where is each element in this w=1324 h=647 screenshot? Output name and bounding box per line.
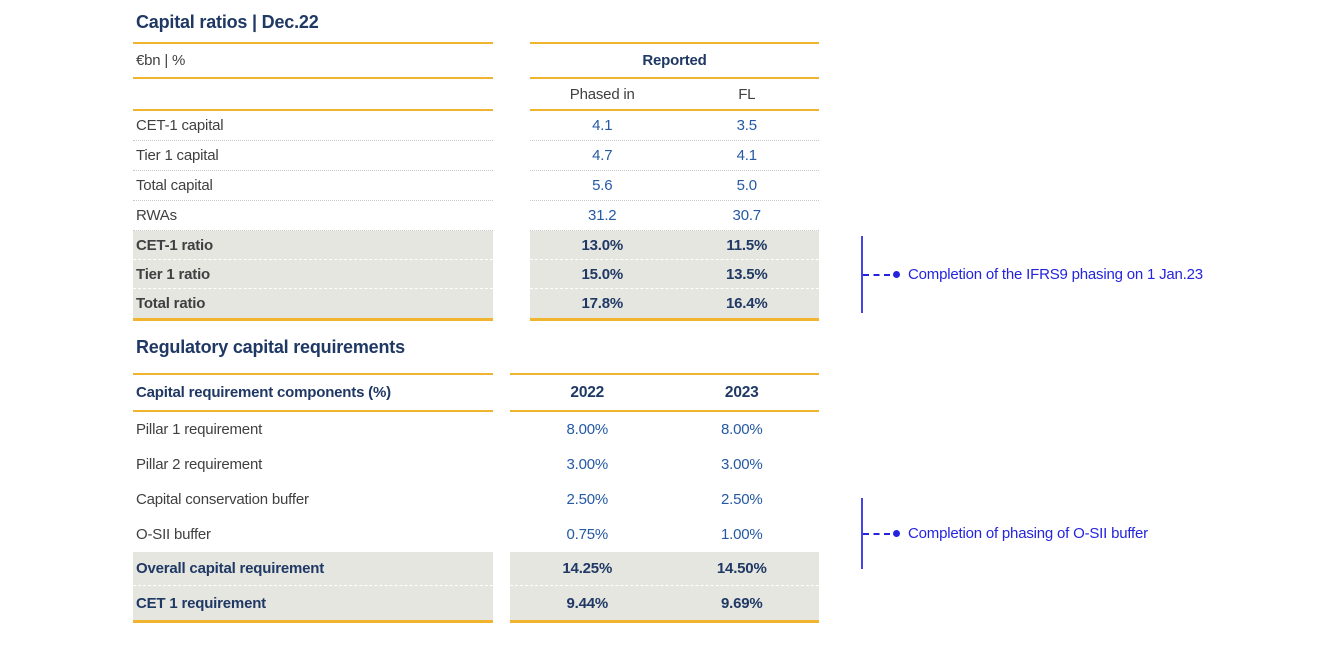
regulatory-requirements-table: Regulatory capital requirements Capital … [133,337,819,623]
cell-value: 13.5% [725,265,768,283]
table-row-cet1-capital: CET-1 capital 4.1 3.5 [133,111,819,141]
row-label: Pillar 2 requirement [136,456,263,473]
row-label: Pillar 1 requirement [136,421,263,438]
cell-value: 31.2 [588,207,617,224]
dashed-connector [863,273,890,276]
cell-value: 3.00% [566,456,609,473]
row-label: RWAs [133,201,493,231]
gold-rule [133,373,819,375]
cell-value: 9.44% [566,594,609,612]
gold-rule-bottom [133,318,819,321]
bracket-line [861,498,863,569]
capital-ratios-title: Capital ratios | Dec.22 [136,12,319,32]
table-row-cet1-ratio: CET-1 ratio 13.0% 11.5% [133,231,819,260]
row-label: O-SII buffer [136,526,211,543]
cell-value: 15.0% [581,265,624,283]
gold-rule-bottom [133,620,819,623]
cell-value: 8.00% [720,421,763,438]
cell-value: 4.1 [736,147,757,164]
annotation-text: Completion of the IFRS9 phasing on 1 Jan… [908,266,1203,283]
table-row-cet1-requirement: CET 1 requirement 9.44% 9.69% [133,586,819,620]
bullet-icon [893,530,900,537]
gold-rule [133,42,819,44]
column-header-row: Phased in FL [133,79,819,109]
row-label: Capital conservation buffer [136,491,309,508]
row-label: Tier 1 ratio [133,260,493,289]
cell-value: 8.00% [566,421,609,438]
cell-value: 2.50% [720,491,763,508]
gold-rule [133,77,819,79]
table-row-conservation-buffer: Capital conservation buffer 2.50% 2.50% [133,482,819,517]
dashed-connector [863,532,890,535]
table-row-pillar1: Pillar 1 requirement 8.00% 8.00% [133,412,819,447]
gold-rule [133,109,819,111]
table-row-tier1-ratio: Tier 1 ratio 15.0% 13.5% [133,260,819,289]
column-header-2023: 2023 [724,383,759,401]
capital-ratios-table: Capital ratios | Dec.22 €bn | % Reported… [133,12,819,321]
cell-value: 16.4% [725,295,768,312]
table-row-overall-requirement: Overall capital requirement 14.25% 14.50… [133,552,819,586]
cell-value: 3.5 [736,117,757,134]
table-row-total-capital: Total capital 5.6 5.0 [133,171,819,201]
row-label: CET-1 capital [133,111,493,141]
cell-value: 3.00% [720,456,763,473]
cell-value: 11.5% [726,236,768,254]
cell-value: 30.7 [732,207,762,224]
reported-group-header: Reported [642,52,707,69]
column-header-phased-in: Phased in [569,85,635,103]
table-header-row: €bn | % Reported [133,44,819,77]
table-row-tier1-capital: Tier 1 capital 4.7 4.1 [133,141,819,171]
row-label: Total capital [133,171,493,201]
table-row-pillar2: Pillar 2 requirement 3.00% 3.00% [133,447,819,482]
annotation-text: Completion of phasing of O-SII buffer [908,525,1148,542]
cell-value: 0.75% [566,526,609,543]
regulatory-requirements-title: Regulatory capital requirements [136,337,405,357]
bracket-line [861,236,863,313]
row-label: Tier 1 capital [133,141,493,171]
row-label: Total ratio [133,289,493,318]
annotation-ifrs9-phasing: Completion of the IFRS9 phasing on 1 Jan… [861,236,1203,313]
row-label: CET-1 ratio [133,231,493,260]
unit-label: €bn | % [136,52,186,69]
column-header-2022: 2022 [570,383,605,401]
components-header-label: Capital requirement components (%) [136,384,391,401]
table-row-rwas: RWAs 31.2 30.7 [133,201,819,231]
table-header-row: Capital requirement components (%) 2022 … [133,375,819,410]
cell-value: 4.1 [592,117,613,134]
cell-value: 5.0 [736,177,757,194]
row-label: Overall capital requirement [133,552,493,586]
annotation-osii-phasing: Completion of phasing of O-SII buffer [861,498,1148,569]
bullet-icon [893,271,900,278]
column-header-fl: FL [738,85,756,103]
cell-value: 5.6 [592,177,613,194]
row-label: CET 1 requirement [133,586,493,620]
cell-value: 17.8% [581,295,624,312]
gold-rule [133,410,819,412]
cell-value: 13.0% [581,236,624,254]
table-row-osii-buffer: O-SII buffer 0.75% 1.00% [133,517,819,552]
cell-value: 4.7 [592,147,613,164]
cell-value: 14.25% [562,560,613,577]
cell-value: 14.50% [716,560,767,577]
cell-value: 2.50% [566,491,609,508]
cell-value: 1.00% [720,526,763,543]
table-row-total-ratio: Total ratio 17.8% 16.4% [133,289,819,318]
cell-value: 9.69% [720,594,763,612]
